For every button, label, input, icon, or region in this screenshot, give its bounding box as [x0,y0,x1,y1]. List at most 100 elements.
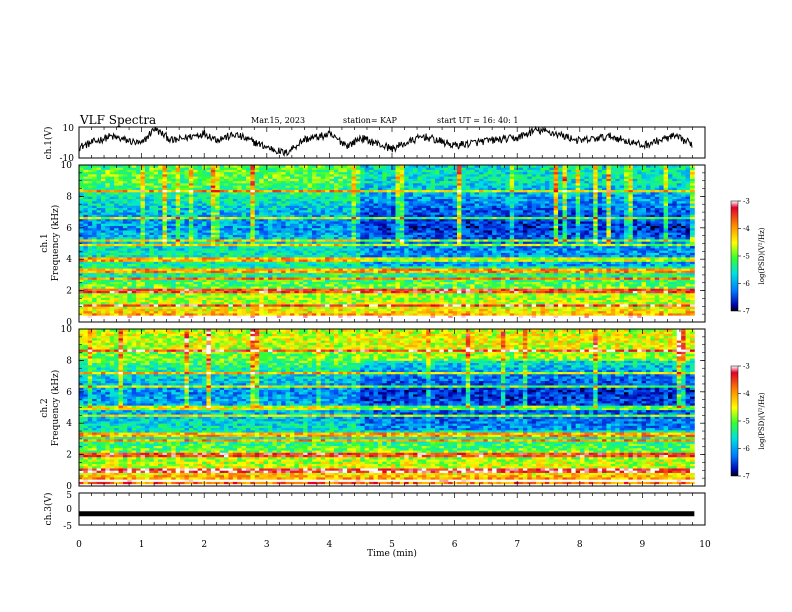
spectrogram-cell [210,274,216,278]
spectrogram-cell [162,182,168,186]
spectrogram-cell [96,250,102,253]
spectrogram-cell [206,241,212,244]
spectrogram-cell [100,185,106,188]
spectrogram-cell [118,315,124,318]
spectrogram-cell [180,277,185,280]
spectrogram-cell [114,173,119,177]
spectrogram-cell [109,288,115,291]
spectrogram-cell [171,268,177,271]
spectrogram-cell [118,189,124,193]
spectrogram-cell [122,227,128,231]
spectrogram-cell [96,301,102,305]
spectrogram-cell [329,272,335,276]
spectrogram-cell [171,196,177,200]
spectrogram-cell [254,225,260,229]
spectrogram-cell [320,216,326,220]
spectrogram-cell [193,290,199,294]
spectrogram-cell [241,198,247,202]
spectrogram-cell [87,216,93,220]
spectrogram-cell [87,245,93,249]
spectrogram-cell [210,180,216,184]
spectrogram-cell [162,180,168,184]
spectrogram-cell [131,304,137,307]
spectrogram-cell [96,225,102,229]
spectrogram-cell [228,178,234,182]
spectrogram-cell [333,169,339,173]
spectrogram-cell [149,259,155,262]
spectrogram-cell [377,225,383,229]
spectrogram-cell [122,169,128,173]
spectrogram-cell [140,216,146,220]
spectrogram-cell [114,306,119,309]
spectrogram-cell [364,169,370,173]
spectrogram-cell [180,180,185,184]
spectrogram-cell [153,200,159,204]
spectrogram-cell [364,194,370,197]
spectrogram-cell [184,247,190,251]
spectrogram-cell [162,254,168,258]
spectrogram-cell [87,299,93,303]
spectrogram-cell [100,169,106,173]
spectrogram-cell [79,182,84,186]
spectrogram-cell [382,279,388,283]
spectrogram-cell [153,187,159,191]
spectrogram-cell [373,288,379,291]
spectrogram-cell [250,250,256,253]
spectrogram-cell [79,263,84,267]
spectrogram-cell [136,259,141,262]
spectrogram-cell [79,194,84,197]
spectrogram-cell [100,272,106,276]
spectrogram-cell [92,295,97,298]
spectrogram-cell [250,194,256,197]
spectrogram-cell [166,176,172,179]
spectrogram-cell [131,288,137,291]
spectrogram-cell [118,200,124,204]
spectrogram-cell [215,261,221,265]
spectrogram-cell [140,230,146,233]
spectrogram-cell [250,227,256,231]
spectrogram-cell [281,304,286,307]
spectrogram-cell [311,185,317,188]
spectrogram-cell [268,200,273,204]
spectrogram-cell [127,259,133,262]
spectrogram-cell [153,319,159,323]
spectrogram-cell [109,207,115,211]
spectrogram-cell [180,313,185,316]
spectrogram-cell [268,272,273,276]
spectrogram-cell [219,270,225,274]
spectrogram-cell [87,191,93,195]
spectrogram-cell [210,223,216,226]
spectrogram-cell [92,299,97,303]
spectrogram-cell [127,288,133,291]
spectrogram-cell [140,299,146,303]
spectrogram-cell [166,261,172,265]
spectrogram-cell [210,295,216,298]
spectrogram-cell [241,212,247,215]
spectrogram-cell [136,313,141,316]
spectrogram-cell [228,207,234,211]
spectrogram-cell [188,245,194,249]
spectrogram-cell [175,236,181,240]
spectrogram-cell [237,191,243,195]
spectrogram-cell [166,319,172,323]
spectrogram-cell [180,203,185,206]
spectrogram-cell [246,290,251,294]
spectrogram-cell [109,286,115,289]
spectrogram-cell [158,191,163,195]
spectrogram-cell [140,214,146,217]
spectrogram-cell [369,216,374,220]
spectrogram-cell [219,315,225,318]
spectrogram-cell [188,315,194,318]
spectrogram-cell [118,232,124,235]
spectrogram-cell [114,270,119,274]
spectrogram-cell [202,207,207,211]
spectrogram-cell [153,306,159,309]
spectrogram-cell [140,218,146,222]
spectrogram-cell [210,308,216,312]
spectrogram-cell [333,295,339,298]
spectrogram-cell [237,234,243,238]
spectrogram-cell [232,196,238,200]
spectrogram-cell [294,169,300,173]
spectrogram-cell [202,205,207,209]
spectrogram-cell [272,200,278,204]
